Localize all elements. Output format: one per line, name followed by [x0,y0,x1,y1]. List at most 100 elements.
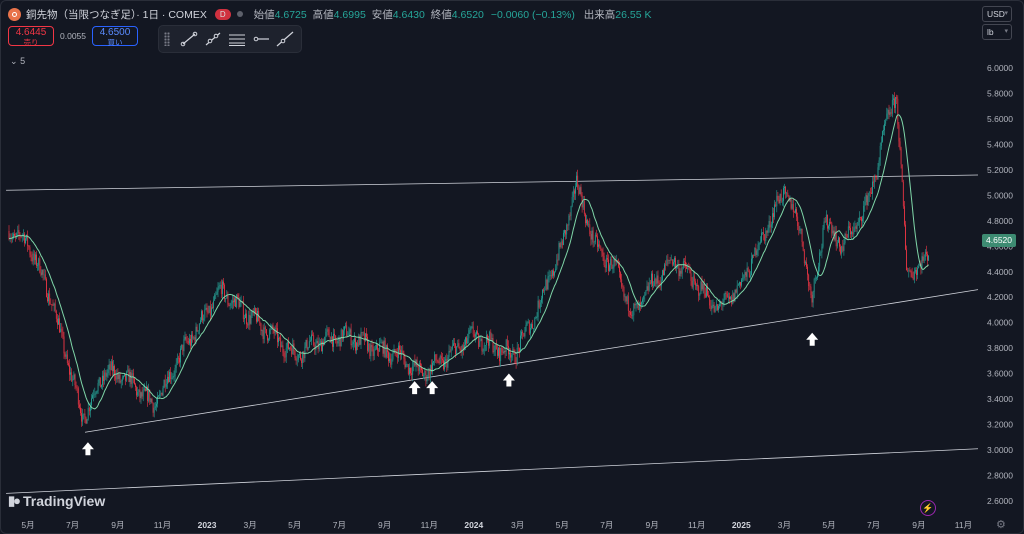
candle-body [758,243,760,245]
candle-body [69,365,70,375]
candle-body [351,344,353,346]
candle-body [82,414,84,422]
candle-body [713,304,715,312]
candle-body [163,379,165,388]
candle-body [221,281,223,294]
gear-icon[interactable]: ⚙ [996,519,1006,531]
parallel-channel-icon[interactable] [225,28,249,50]
y-tick-label: 5.0000 [987,190,1013,200]
drag-handle-icon[interactable] [164,32,170,46]
candle-body [597,236,598,247]
candle-body [889,112,891,115]
x-tick-label: 7月 [600,520,613,530]
symbol-title[interactable]: 銅先物（当限つなぎ足）· 1日 · COMEX [26,8,207,21]
candle-body [592,230,594,243]
candle-body [67,363,69,366]
candle-body [818,266,819,274]
candle-body [724,293,726,300]
candle-body [154,406,156,408]
candle-body [191,334,192,346]
candle-body [396,354,398,358]
candle-body [645,290,647,295]
candle-body [457,343,459,347]
candle-body [617,263,619,267]
candle-body [580,187,582,195]
candle-body [887,110,889,114]
candle-body [856,224,858,229]
candle-body [330,336,332,343]
candle-body [95,392,97,394]
candle-body [812,291,814,303]
symbol-legend[interactable]: 銅先物（当限つなぎ足）· 1日 · COMEX D 始値4.6725 高値4.6… [8,5,652,23]
up-arrow-icon [426,381,439,395]
candle-body [514,352,516,364]
candle-body [908,270,910,272]
candle-body [890,112,892,114]
candle-body [349,329,351,333]
candle-body [476,331,477,335]
candle-body [99,377,101,388]
buy-button[interactable]: 4.6500 買い [92,26,138,47]
candle-body [366,333,367,337]
candle-body [278,337,279,343]
indicators-toggle[interactable]: ⌄ 5 [10,56,26,66]
candle-body [868,192,870,196]
candle-body [548,275,550,277]
candle-body [64,353,66,357]
candle-body [911,272,913,278]
candle-body [671,259,673,265]
candle-body [291,348,293,355]
candle-body [726,294,728,298]
y-tick-label: 4.2000 [987,292,1013,302]
candle-body [653,285,654,287]
candle-body [430,365,432,372]
trend-line-icon[interactable] [177,28,201,50]
candle-body [658,282,660,284]
candle-body [836,242,838,247]
candle-body [403,353,405,359]
candle-body [558,243,560,260]
candle-body [691,280,693,288]
candle-body [797,216,799,227]
candle-body [465,337,466,345]
candle-body [207,311,209,313]
extended-line-icon[interactable] [273,28,297,50]
change-value: −0.0060 (−0.13%) [490,8,575,21]
up-arrow-icon [81,442,94,456]
candle-body [242,302,244,320]
candle-body [399,345,400,350]
candle-body [126,371,128,381]
candle-body [471,326,473,328]
candle-body [540,298,542,303]
candle-body [257,310,258,322]
horizontal-ray-icon[interactable] [249,28,273,50]
candle-body [581,194,583,208]
candle-body [287,341,289,350]
candle-body [531,324,532,328]
moving-average-line [8,114,929,410]
tradingview-logo[interactable]: ▮● TradingView [8,493,106,509]
up-arrow-icon [806,332,819,346]
unit-select[interactable]: lb [982,24,1012,40]
candle-body [119,374,121,383]
candle-body [500,348,502,362]
currency-select[interactable]: USD [982,6,1012,22]
ray-icon[interactable] [201,28,225,50]
candle-body [487,335,488,341]
candle-body [437,360,439,363]
candle-body [814,278,816,280]
candle-body [518,348,520,352]
candle-body [539,302,541,308]
candle-body [371,345,373,347]
candle-body [284,357,286,358]
candle-body [260,323,262,331]
candle-body [196,326,198,332]
x-tick-label: 5月 [21,520,34,530]
sell-button[interactable]: 4.6445 売り [8,26,54,47]
lightning-icon[interactable]: ⚡ [920,500,936,516]
candle-body [918,266,920,268]
candle-body [762,232,763,233]
candle-body [862,218,863,222]
candle-body [845,234,847,236]
